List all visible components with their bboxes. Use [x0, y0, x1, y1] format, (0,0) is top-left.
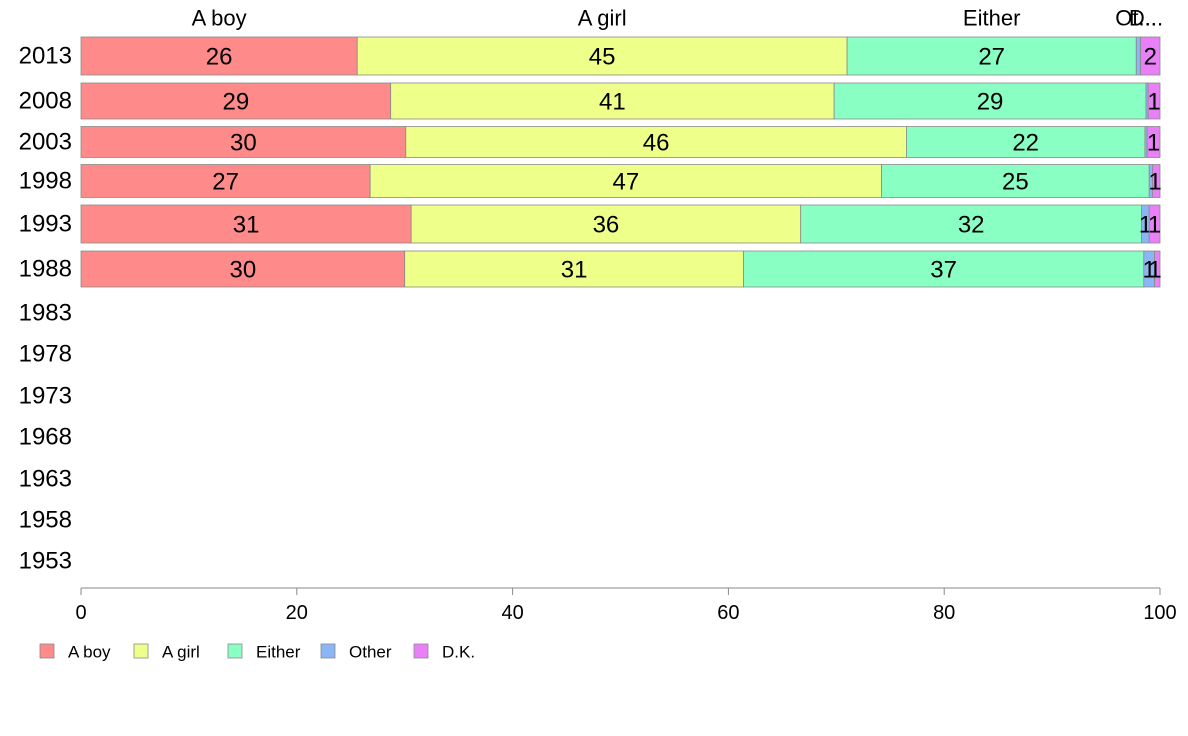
series-top-label: A girl: [578, 6, 627, 31]
bar-segment: [1154, 250, 1161, 288]
bar-segment: [80, 126, 407, 158]
bar-segment: [906, 126, 1146, 158]
bar-segment: [1152, 164, 1161, 198]
data-label: 41: [599, 89, 626, 116]
data-label: 27: [978, 44, 1005, 71]
legend-label: A boy: [68, 643, 111, 662]
data-label: 30: [230, 130, 257, 157]
legend-swatch: [320, 643, 336, 659]
bar-segment: [881, 164, 1150, 198]
series-top-label: A boy: [192, 6, 247, 31]
data-label: 1: [1147, 130, 1160, 157]
bar-segment: [404, 250, 744, 288]
bar-segment: [1135, 36, 1141, 76]
year-label-1978: 1978: [19, 341, 72, 368]
bar-segment: [390, 82, 835, 120]
data-label: 29: [222, 89, 249, 116]
x-tick-label: 40: [501, 602, 523, 624]
legend-swatch: [39, 643, 55, 659]
legend-label: A girl: [162, 643, 200, 662]
data-label: 47: [613, 169, 640, 196]
series-top-label: Ot...: [1115, 6, 1157, 31]
bar-segment: [1146, 126, 1161, 158]
data-label: 1: [1148, 169, 1161, 196]
data-label: 37: [930, 257, 957, 284]
x-tick-label: 60: [717, 602, 739, 624]
bar-segment: [80, 164, 371, 198]
data-label: 26: [206, 44, 233, 71]
legend-swatch: [133, 643, 149, 659]
series-top-label: D...: [1129, 6, 1163, 31]
data-label: 32: [958, 212, 985, 239]
legend-label: D.K.: [442, 643, 475, 662]
bar-segment: [80, 36, 358, 76]
legend-label: Other: [349, 643, 392, 662]
bar-segment: [405, 126, 907, 158]
data-label: 22: [1012, 130, 1039, 157]
x-tick-label: 0: [75, 602, 86, 624]
bar-segment: [369, 164, 883, 198]
bar-segment: [800, 204, 1143, 244]
bar-segment: [80, 204, 412, 244]
bar-segment: [410, 204, 802, 244]
data-label: 2: [1144, 44, 1157, 71]
data-label: 1: [1139, 212, 1152, 239]
bar-segment: [743, 250, 1145, 288]
data-label: 36: [593, 212, 620, 239]
data-label: 1: [1143, 257, 1156, 284]
x-tick-label: 80: [933, 602, 955, 624]
year-label-1968: 1968: [19, 424, 72, 451]
bar-segment: [846, 36, 1137, 76]
series-top-label: Either: [963, 6, 1020, 31]
x-tick-label: 100: [1143, 602, 1176, 624]
year-label-1998: 1998: [19, 168, 72, 195]
year-label-1963: 1963: [19, 466, 72, 493]
data-label: 46: [643, 130, 670, 157]
year-label-1953: 1953: [19, 548, 72, 575]
year-label-1988: 1988: [19, 256, 72, 283]
year-label-1973: 1973: [19, 383, 72, 410]
bar-segment: [1148, 204, 1161, 244]
data-label: 27: [212, 169, 239, 196]
bar-segment: [833, 82, 1147, 120]
year-label-1958: 1958: [19, 507, 72, 534]
year-label-2013: 2013: [19, 43, 72, 70]
data-label: 45: [589, 44, 616, 71]
x-tick-label: 20: [286, 602, 308, 624]
year-label-1993: 1993: [19, 211, 72, 238]
bar-segment: [80, 250, 406, 288]
year-label-1983: 1983: [19, 300, 72, 327]
bar-segment: [1140, 36, 1161, 76]
data-label: 1: [1148, 212, 1161, 239]
data-label: 25: [1002, 169, 1029, 196]
data-label: 31: [561, 257, 588, 284]
year-label-2003: 2003: [19, 129, 72, 156]
data-label: 1: [1147, 89, 1160, 116]
bar-segment: [1147, 82, 1161, 120]
legend-swatch: [413, 643, 429, 659]
data-label: 1: [1148, 257, 1161, 284]
year-label-2008: 2008: [19, 88, 72, 115]
data-label: 30: [229, 257, 256, 284]
data-label: 29: [977, 89, 1004, 116]
data-label: 31: [233, 212, 260, 239]
legend-label: Either: [256, 643, 301, 662]
legend-swatch: [227, 643, 243, 659]
bar-segment: [80, 82, 392, 120]
bar-segment: [356, 36, 848, 76]
